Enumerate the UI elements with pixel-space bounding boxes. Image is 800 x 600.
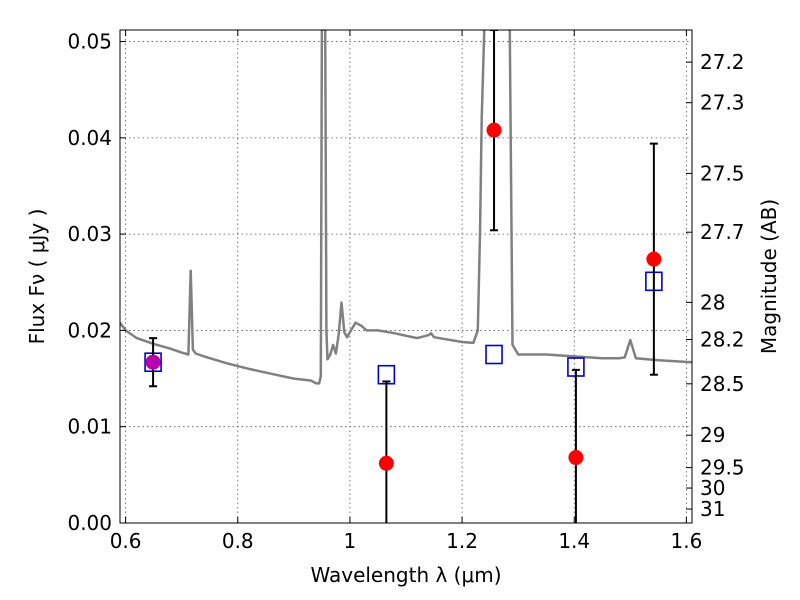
grid (120, 30, 692, 524)
mag-tick-label: 28.2 (700, 328, 745, 352)
overlap-point (145, 354, 161, 370)
y-tick-label: 0.05 (67, 30, 112, 54)
mag-tick-label: 28.5 (700, 372, 745, 396)
mag-tick-label: 27.2 (700, 50, 745, 74)
x-tick-label: 0.8 (222, 529, 254, 553)
y-tick-label: 0.02 (67, 318, 112, 342)
x-tick-label: 0.6 (110, 529, 142, 553)
plot-frame (119, 29, 693, 524)
y-tick-label: 0.00 (67, 511, 112, 535)
mag-tick-label: 29 (700, 423, 725, 447)
mag-tick-label: 27.7 (700, 220, 745, 244)
mag-tick-label: 31 (700, 497, 725, 521)
x-tick-label: 1.6 (670, 529, 702, 553)
x-tick-label: 1 (344, 529, 357, 553)
x-axis-label: Wavelength λ (μm) (310, 563, 501, 587)
x-tick-label: 1.4 (558, 529, 590, 553)
y-tick-label: 0.03 (67, 222, 112, 246)
model-point-square (485, 344, 503, 365)
axes: 0.6 0.8 1 1.2 1.4 1.6 0.00 0.01 0.02 0.03 0.04 0.05… (67, 30, 744, 553)
observed-flux-point (378, 455, 394, 471)
y-tick-label: 0.01 (67, 415, 112, 439)
x-tick-label: 1.2 (446, 529, 478, 553)
mag-tick-label: 30 (700, 476, 725, 500)
y-tick-label: 0.04 (67, 126, 112, 150)
mag-tick-label: 29.5 (700, 456, 745, 480)
observed-flux-point (486, 122, 502, 138)
plot-area (120, 30, 692, 523)
mag-tick-label: 27.3 (700, 91, 745, 115)
observed-flux-point (568, 450, 584, 466)
y2-axis-label: Magnitude (AB) (757, 199, 781, 354)
mag-tick-label: 28 (700, 290, 725, 314)
y-axis-label: Flux Fν ( μJy ) (25, 209, 49, 345)
model-spectrum-line (120, 30, 692, 385)
mag-tick-label: 27.5 (700, 161, 745, 185)
observed-flux-point (646, 251, 662, 267)
